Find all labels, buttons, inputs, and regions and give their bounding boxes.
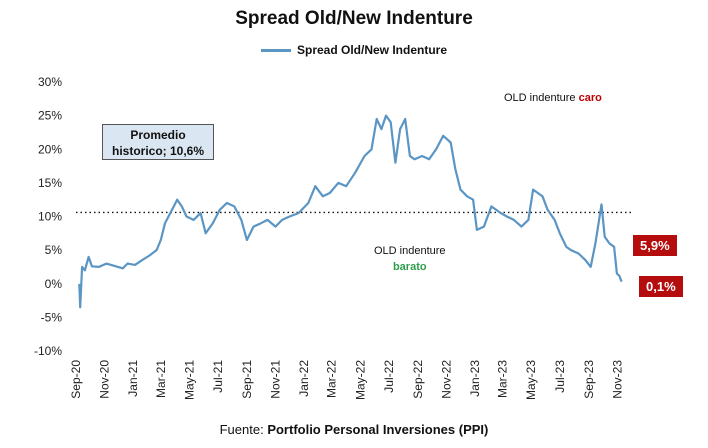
x-tick-label: Sep-23 (582, 360, 596, 399)
x-tick-label: Nov-23 (610, 360, 624, 399)
chart-title: Spread Old/New Indenture (235, 8, 473, 29)
average-callout-line1: Promedio (130, 128, 186, 142)
x-tick-label: Mar-22 (325, 360, 339, 398)
x-tick-label: Nov-20 (98, 360, 112, 399)
x-tick-label: Nov-22 (439, 360, 453, 399)
x-tick-label: Jul-21 (211, 360, 225, 393)
y-tick-label: 5% (45, 243, 63, 257)
x-tick-label: May-23 (524, 360, 538, 400)
x-tick-label: Jan-23 (468, 360, 482, 397)
y-tick-label: -5% (41, 310, 63, 324)
badge-low-value: 0,1% (639, 276, 683, 297)
y-tick-label: 10% (38, 210, 62, 224)
annotation-caro: OLD indenture caro (504, 92, 602, 104)
y-tick-label: 20% (38, 142, 62, 156)
x-tick-label: Jul-22 (382, 360, 396, 393)
x-tick-label: Mar-21 (154, 360, 168, 398)
y-tick-label: 30% (38, 75, 62, 89)
y-tick-label: 25% (38, 109, 62, 123)
y-tick-label: 15% (38, 176, 62, 190)
x-tick-label: Jul-23 (553, 360, 567, 393)
badge-high-value: 5,9% (633, 235, 677, 256)
annotation-barato-word: barato (392, 261, 427, 273)
y-axis-ticks: 30% 25% 20% 15% 10% 5% 0% -5% -10% (34, 75, 62, 358)
source-prefix: Fuente: (219, 422, 268, 437)
annotation-caro-prefix: OLD indenture (504, 92, 579, 104)
x-tick-label: May-22 (353, 360, 367, 400)
legend-swatch (260, 48, 291, 52)
x-tick-label: Nov-21 (269, 360, 283, 399)
x-tick-label: May-21 (182, 360, 196, 400)
source-name: Portfolio Personal Inversiones (PPI) (267, 422, 489, 437)
annotation-barato: OLD indenture barato (374, 243, 446, 275)
source-note: Fuente: Portfolio Personal Inversiones (… (0, 422, 708, 437)
x-tick-label: Jan-22 (297, 360, 311, 397)
average-callout: Promedio historico; 10,6% (102, 124, 214, 160)
y-tick-label: -10% (34, 344, 62, 358)
series-line-spread (78, 114, 623, 309)
average-callout-line2: historico; 10,6% (111, 144, 205, 158)
x-tick-label: Mar-23 (496, 360, 510, 398)
x-axis-ticks: Sep-20 Nov-20 Jan-21 Mar-21 May-21 Jul-21 Sep-… (69, 360, 624, 400)
y-tick-label: 0% (45, 277, 63, 291)
x-tick-label: Sep-22 (411, 360, 425, 399)
legend-label: Spread Old/New Indenture (296, 43, 448, 57)
x-tick-label: Sep-21 (240, 360, 254, 399)
x-tick-label: Sep-20 (69, 360, 83, 399)
legend: Spread Old/New Indenture (0, 43, 708, 57)
annotation-barato-line1: OLD indenture (374, 245, 446, 257)
annotation-caro-word: caro (578, 92, 602, 104)
x-tick-label: Jan-21 (126, 360, 140, 397)
